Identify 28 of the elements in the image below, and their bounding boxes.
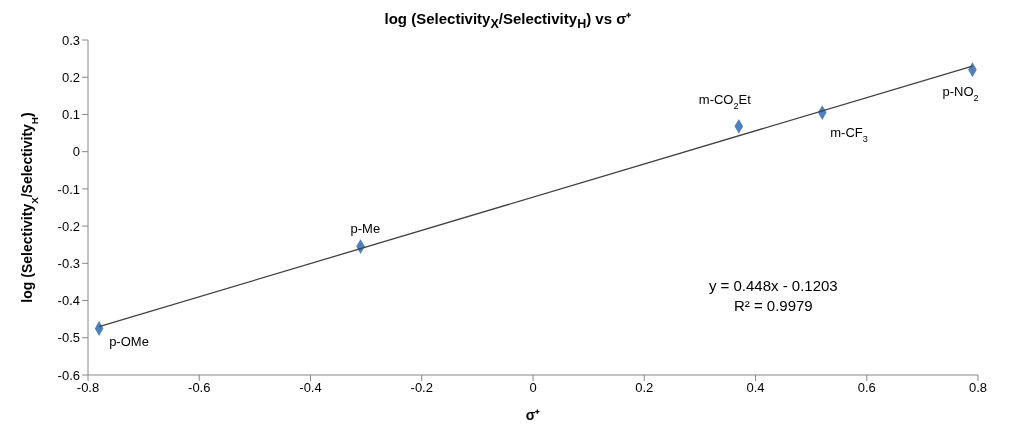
x-tick-label: 0.2 — [635, 380, 654, 396]
x-tick-label: 0.4 — [746, 380, 765, 396]
y-tick-label: -0.4 — [57, 293, 80, 309]
x-tick-label: -0.2 — [410, 380, 433, 396]
annotation: m-CO$_{2}$Et — [698, 92, 752, 112]
annotation: y = 0.448x - 0.1203 — [708, 277, 838, 295]
y-tick-label: 0 — [72, 144, 80, 160]
y-tick-label: 0.3 — [61, 32, 80, 48]
x-tick-label: -0.6 — [188, 380, 211, 396]
y-tick-label: 0.2 — [61, 69, 80, 85]
y-tick-label: -0.5 — [57, 330, 80, 346]
annotation: p-Me — [350, 220, 381, 236]
x-tick-label: 0.8 — [968, 380, 988, 396]
y-tick-label: -0.6 — [57, 367, 80, 383]
chart-title: log (Selectivity$_{X}$/Selectivity$_{H}$) vs σ⁺ — [383, 9, 633, 31]
y-tick-label: -0.1 — [57, 181, 80, 197]
x-tick-label: -0.8 — [76, 380, 100, 396]
y-tick-label: -0.2 — [57, 218, 80, 234]
x-tick-label: -0.4 — [299, 380, 322, 396]
annotation: m-CF$_{3}$ — [830, 124, 868, 144]
x-tick-label: 0.6 — [857, 380, 876, 396]
annotation: p-NO$_{2}$ — [942, 83, 979, 103]
annotation: p-OMe — [109, 334, 149, 350]
x-axis-title: σ⁺ — [525, 407, 541, 423]
annotation: R² = 0.9979 — [733, 297, 813, 315]
y-tick-label: 0.1 — [61, 107, 80, 123]
x-tick-label: 0 — [529, 380, 537, 396]
y-tick-label: -0.3 — [57, 255, 80, 271]
